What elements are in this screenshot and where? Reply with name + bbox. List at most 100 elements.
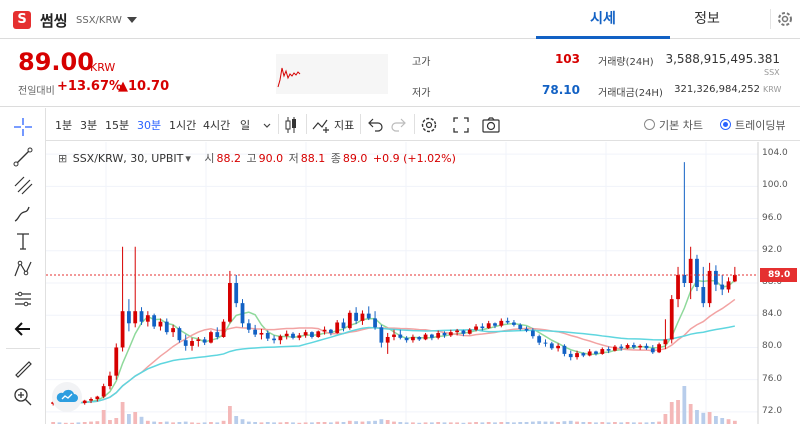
timeframe-1m[interactable]: 1분 [55,119,73,132]
measure-tool-icon[interactable] [12,288,34,310]
volume-bar [373,420,377,424]
candle-body [688,258,693,283]
text-tool-icon[interactable] [12,230,34,252]
tradingview-logo[interactable] [52,382,82,412]
tab-sise[interactable]: 시세 [536,0,670,39]
timeframe-15m[interactable]: 15분 [105,119,130,132]
coin-dropdown-icon[interactable] [127,17,137,23]
volume-bar [682,386,687,424]
candlestick-chart-svg[interactable] [46,142,800,424]
tradingview-radio[interactable]: 트레이딩뷰 [720,117,786,133]
trend-line-icon[interactable] [12,146,34,168]
volume-value: 3,588,915,495.381 [665,52,780,66]
more-timeframes-chevron-icon[interactable] [256,114,278,136]
settings-gear-icon[interactable] [770,9,792,29]
chart-toolbar: 1분 3분 15분 30분 1시간 4시간 일 지표 기본 차트 트레이딩뷰 [46,108,800,141]
volume-bar [76,422,81,424]
price-axis-label: 80.0 [762,341,783,352]
volume-bar [177,422,182,424]
volume-bar [127,414,131,424]
ruler-icon[interactable] [12,358,34,380]
legend-close-label: 종 [330,152,341,165]
timeframe-1h[interactable]: 1시간 [169,119,197,132]
candle-body [278,336,283,341]
tab-info[interactable]: 정보 [694,11,720,27]
basic-chart-radio[interactable]: 기본 차트 [644,117,703,133]
zoom-in-icon[interactable] [12,386,34,408]
volume-bar [354,421,359,424]
change-percent: +13.67% [57,79,123,94]
change-label: 전일대비 [18,86,55,97]
volume-bar [669,402,674,424]
camera-snapshot-icon[interactable] [480,114,502,136]
change-amount: ▲10.70 [118,79,170,94]
volume-bar [688,404,693,424]
candle-body [322,329,327,332]
crosshair-icon[interactable] [12,116,34,138]
fullscreen-icon[interactable] [450,114,472,136]
candle-body [568,353,573,358]
candle-body [127,311,131,324]
candle-body [423,334,428,340]
timeframe-day[interactable]: 일 [240,119,251,132]
volume-bar [57,422,62,424]
candle-body [467,329,472,334]
candle-body [196,339,201,342]
volume-bar [297,422,302,424]
radio-checked-icon [720,119,731,130]
legend-open-label: 시 [204,152,215,165]
indicators-button[interactable]: 지표 [334,119,355,132]
fib-tool-icon[interactable] [12,174,34,196]
timeframe-30m[interactable]: 30분 [137,119,162,132]
volume-bar [133,412,138,424]
candle-body [335,322,340,333]
timeframe-4h[interactable]: 4시간 [203,119,231,132]
radio-unchecked-icon [644,119,655,130]
toolbar-separator [278,114,279,134]
volume-bar [726,419,731,424]
last-price-tag: 89.0 [760,267,797,282]
chart-settings-icon[interactable] [418,114,440,136]
timeframe-3m[interactable]: 3분 [80,119,98,132]
legend-symbol[interactable]: SSX/KRW, 30, UPBIT [72,152,184,165]
candle-body [316,331,321,337]
candle-body [461,330,466,334]
candle-body [310,332,314,337]
price-chart[interactable]: ⊞ SSX/KRW, 30, UPBIT ▾ 시 88.2 고 90.0 저 88.1 … [46,142,800,424]
pattern-tool-icon[interactable] [12,258,34,280]
legend-low-label: 저 [288,152,299,165]
candle-body [417,336,422,340]
candle-body [606,349,611,351]
market-header: S 썸씽 SSX/KRW 시세 정보 [0,0,800,39]
volume-bar [581,422,586,424]
volume-bar [448,422,453,424]
toolbar-separator [360,114,361,134]
coin-name[interactable]: 썸씽 [40,12,68,30]
indicators-icon[interactable] [310,114,332,136]
volume-bar [732,420,737,424]
price-axis-label: 88.0 [762,277,783,287]
candle-type-icon[interactable] [280,114,302,136]
candle-body [360,313,365,321]
candle-body [537,336,542,343]
toolbar-divider [6,348,40,349]
volume-bar [51,422,56,424]
price-axis-label: 72.0 [762,405,783,416]
candle-body [291,333,295,338]
volume-bar [379,419,384,424]
legend-dropdown-icon[interactable]: ▾ [185,152,191,165]
volume-bar [650,422,655,424]
chart-legend: ⊞ SSX/KRW, 30, UPBIT ▾ 시 88.2 고 90.0 저 88.1 … [58,150,458,166]
candle-body [644,345,649,349]
candle-body [158,321,163,327]
volume-bar [549,421,554,424]
brush-icon[interactable] [12,202,34,224]
candle-body [682,274,687,283]
redo-icon[interactable] [388,114,410,136]
undo-icon[interactable] [364,114,386,136]
volume-bar [265,422,270,424]
coin-pair[interactable]: SSX/KRW [76,15,122,26]
back-arrow-icon[interactable] [12,318,34,340]
candle-body [669,299,674,340]
legend-expand-icon[interactable]: ⊞ [58,152,68,165]
